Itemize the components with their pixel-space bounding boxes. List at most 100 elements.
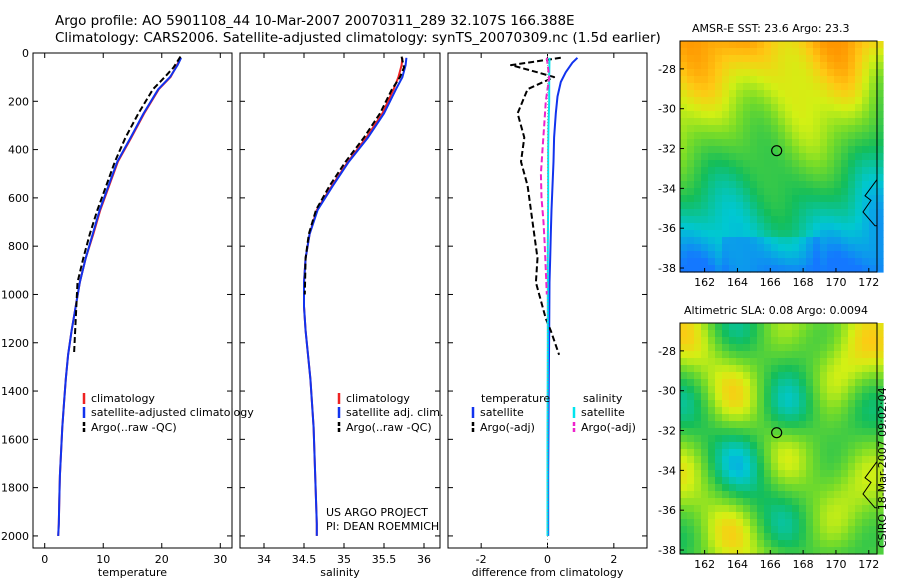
figure-title-line-2: Climatology: CARS2006. Satellite-adjuste… xyxy=(55,30,661,46)
map-cell xyxy=(806,237,814,245)
map-cell xyxy=(820,344,828,352)
map-cell xyxy=(806,209,814,217)
map-cell xyxy=(799,111,807,119)
map-cell xyxy=(708,351,716,359)
map-cell xyxy=(771,48,779,56)
map-cell xyxy=(764,379,772,387)
map-cell xyxy=(855,484,863,492)
sst-float-marker xyxy=(771,145,783,157)
map-cell xyxy=(771,386,779,394)
map-cell xyxy=(687,484,695,492)
map-cell xyxy=(869,358,877,366)
temperature-x-tick-label: 30 xyxy=(213,553,227,566)
map-cell xyxy=(862,48,870,56)
map-cell xyxy=(834,174,842,182)
map-cell xyxy=(876,358,884,366)
map-cell xyxy=(764,174,772,182)
map-cell xyxy=(799,407,807,415)
map-cell xyxy=(764,512,772,520)
project-note: US ARGO PROJECT PI: DEAN ROEMMICH xyxy=(326,506,439,534)
map-cell xyxy=(694,344,702,352)
map-cell xyxy=(792,146,800,154)
map-cell xyxy=(750,533,758,541)
map-cell xyxy=(708,421,716,429)
map-cell xyxy=(694,421,702,429)
map-cell xyxy=(701,97,709,105)
map-cell xyxy=(792,41,800,49)
map-cell xyxy=(806,188,814,196)
map-cell xyxy=(743,526,751,534)
map-cell xyxy=(785,216,793,224)
map-cell xyxy=(820,456,828,464)
map-cell xyxy=(820,407,828,415)
map-cell xyxy=(785,477,793,485)
map-cell xyxy=(715,442,723,450)
map-cell xyxy=(764,505,772,513)
map-cell xyxy=(729,540,737,548)
map-cell xyxy=(876,83,884,91)
map-cell xyxy=(834,379,842,387)
map-cell xyxy=(736,90,744,98)
map-cell xyxy=(750,125,758,133)
map-cell xyxy=(743,512,751,520)
map-cell xyxy=(855,258,863,266)
map-cell xyxy=(848,132,856,140)
map-cell xyxy=(764,118,772,126)
map-cell xyxy=(834,97,842,105)
map-cell xyxy=(694,365,702,373)
map-cell xyxy=(694,323,702,331)
diff-legend-header-salinity: salinity xyxy=(583,392,623,405)
map-cell xyxy=(764,344,772,352)
map-cell xyxy=(708,526,716,534)
map-cell xyxy=(820,174,828,182)
map-cell xyxy=(806,533,814,541)
map-cell xyxy=(813,456,821,464)
map-cell xyxy=(813,519,821,527)
map-cell xyxy=(680,379,688,387)
map-cell xyxy=(694,237,702,245)
map-cell xyxy=(785,379,793,387)
map-cell xyxy=(708,379,716,387)
map-cell xyxy=(820,428,828,436)
map-cell xyxy=(701,365,709,373)
map-cell xyxy=(680,55,688,63)
map-cell xyxy=(785,41,793,49)
map-cell xyxy=(820,202,828,210)
map-cell xyxy=(778,97,786,105)
map-cell xyxy=(715,258,723,266)
map-cell xyxy=(736,132,744,140)
map-cell xyxy=(743,132,751,140)
map-cell xyxy=(869,258,877,266)
map-cell xyxy=(876,414,884,422)
map-cell xyxy=(799,118,807,126)
map-cell xyxy=(834,132,842,140)
map-cell xyxy=(785,351,793,359)
map-cell xyxy=(743,330,751,338)
map-cell xyxy=(757,463,765,471)
map-cell xyxy=(764,62,772,70)
map-cell xyxy=(813,153,821,161)
map-cell xyxy=(792,160,800,168)
map-cell xyxy=(729,90,737,98)
map-cell xyxy=(764,223,772,231)
map-cell xyxy=(757,400,765,408)
map-cell xyxy=(687,55,695,63)
map-cell xyxy=(715,463,723,471)
map-cell xyxy=(792,167,800,175)
map-cell xyxy=(736,351,744,359)
map-cell xyxy=(757,132,765,140)
map-cell xyxy=(813,484,821,492)
map-cell xyxy=(701,421,709,429)
map-cell xyxy=(855,400,863,408)
map-cell xyxy=(841,491,849,499)
map-cell xyxy=(687,111,695,119)
map-cell xyxy=(722,400,730,408)
map-cell xyxy=(715,323,723,331)
map-cell xyxy=(771,512,779,520)
map-cell xyxy=(869,477,877,485)
map-cell xyxy=(757,167,765,175)
map-cell xyxy=(736,167,744,175)
map-cell xyxy=(834,512,842,520)
map-cell xyxy=(827,209,835,217)
map-cell xyxy=(785,491,793,499)
